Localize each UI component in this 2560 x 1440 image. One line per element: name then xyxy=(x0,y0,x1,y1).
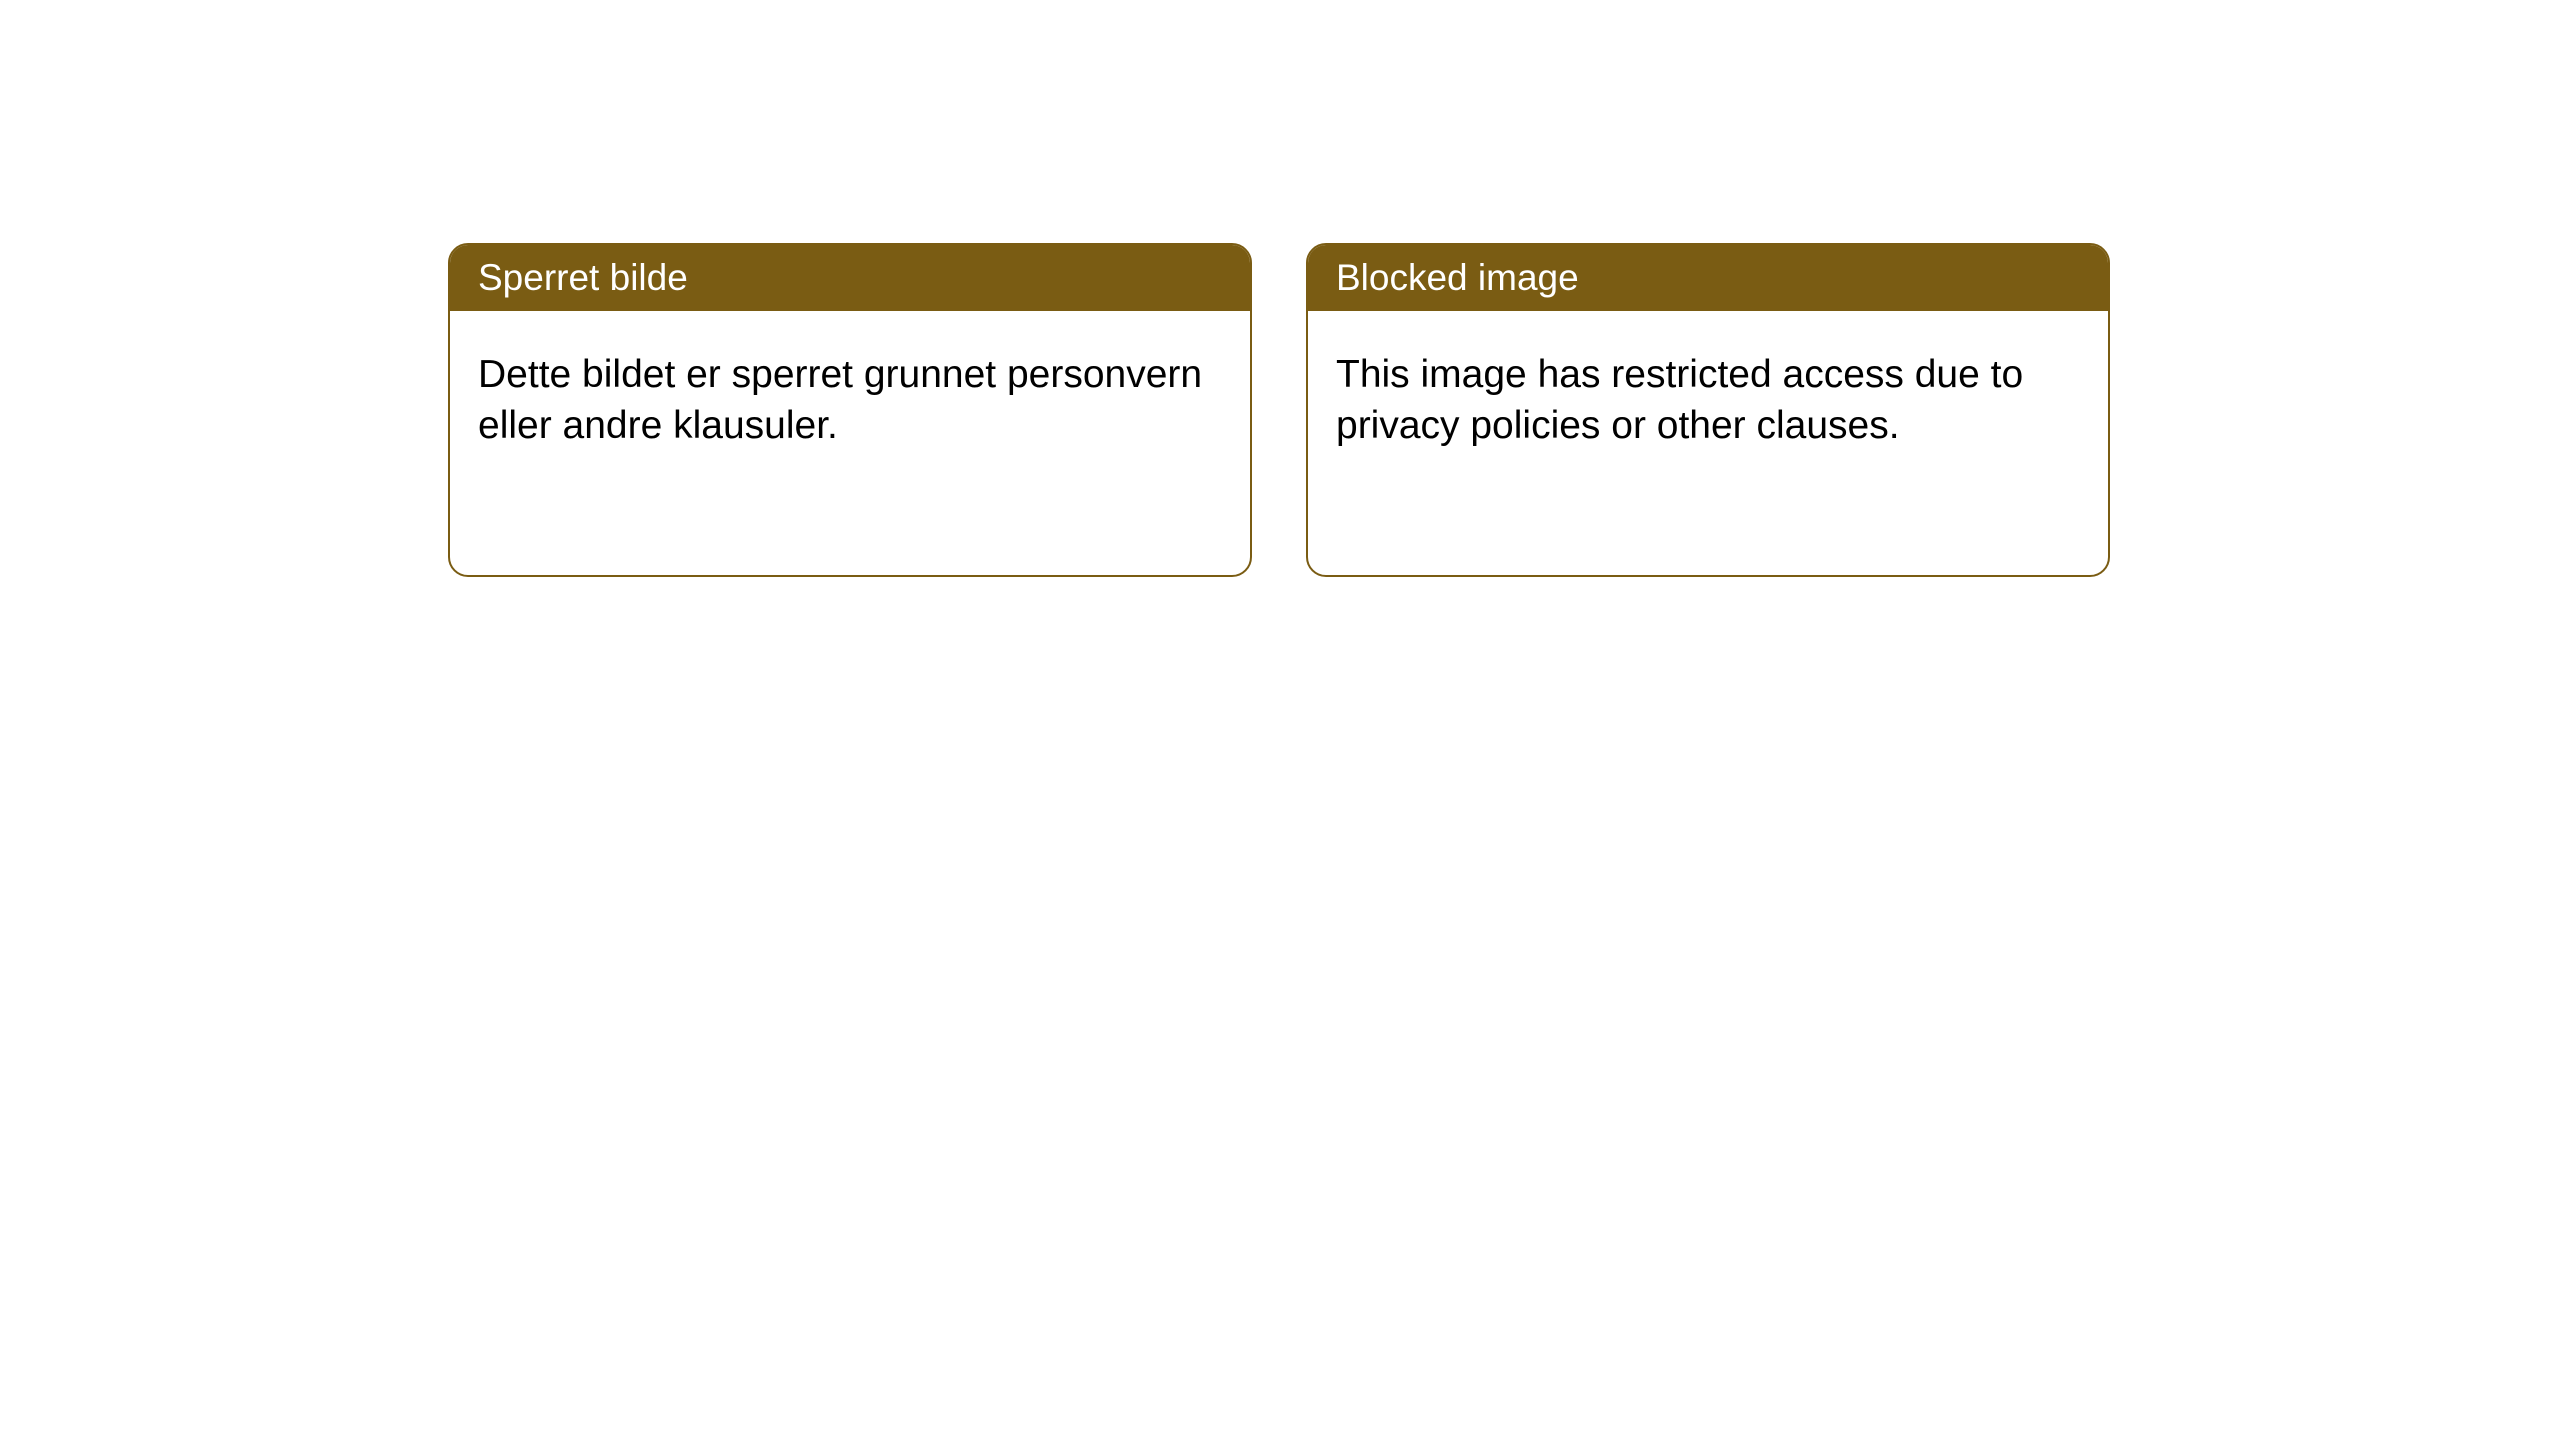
card-body-text: This image has restricted access due to … xyxy=(1336,353,2023,447)
card-body: This image has restricted access due to … xyxy=(1308,311,2108,490)
card-body: Dette bildet er sperret grunnet personve… xyxy=(450,311,1250,490)
card-header: Blocked image xyxy=(1308,245,2108,311)
blocked-image-card-en: Blocked image This image has restricted … xyxy=(1306,243,2110,577)
card-title: Sperret bilde xyxy=(478,257,688,298)
blocked-image-card-no: Sperret bilde Dette bildet er sperret gr… xyxy=(448,243,1252,577)
card-header: Sperret bilde xyxy=(450,245,1250,311)
card-body-text: Dette bildet er sperret grunnet personve… xyxy=(478,353,1202,447)
card-title: Blocked image xyxy=(1336,257,1579,298)
notice-container: Sperret bilde Dette bildet er sperret gr… xyxy=(0,0,2560,577)
